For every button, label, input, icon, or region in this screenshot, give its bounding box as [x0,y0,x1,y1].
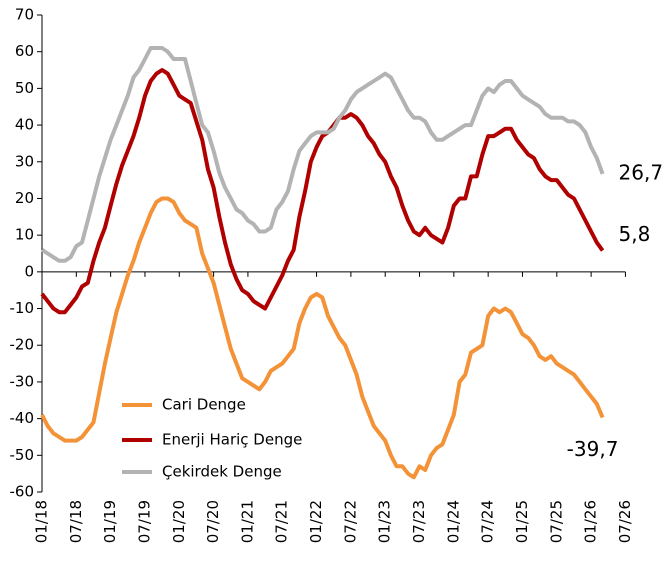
x-tick-label: 07/20 [204,500,222,543]
series-line [40,196,605,480]
y-tick-label: -20 [10,336,35,354]
legend-label: Enerji Hariç Denge [162,431,302,449]
y-tick-label: 10 [15,226,34,244]
y-tick-label: 40 [15,116,34,134]
y-tick-label: -30 [10,372,35,390]
x-tick-label: 01/18 [33,500,51,543]
end-label: 26,7 [619,160,664,184]
y-tick-label: 50 [15,79,34,97]
end-label: 5,8 [619,222,651,246]
series-line [40,46,605,263]
x-tick-label: 01/22 [307,500,325,543]
x-tick-label: 07/21 [273,500,291,543]
y-tick-label: 30 [15,152,34,170]
x-tick-label: 07/24 [479,500,497,543]
x-tick-label: 07/23 [410,500,428,543]
y-tick-label: -40 [10,409,35,427]
end-label: -39,7 [567,437,619,461]
x-tick-label: 01/25 [513,500,531,543]
y-tick-label: 60 [15,42,34,60]
x-tick-label: 01/26 [582,500,600,543]
y-tick-label: -60 [10,483,35,501]
x-tick-label: 07/26 [616,500,634,543]
x-tick-label: 01/20 [170,500,188,543]
x-tick-label: 07/22 [341,500,359,543]
x-tick-label: 07/25 [547,500,565,543]
y-tick-label: 70 [15,6,34,24]
x-tick-label: 01/23 [376,500,394,543]
y-tick-label: -50 [10,446,35,464]
x-tick-label: 01/19 [101,500,119,543]
legend-label: Cari Denge [162,396,246,414]
legend-label: Çekirdek Denge [162,463,282,481]
x-tick-label: 07/19 [135,500,153,543]
x-tick-label: 07/18 [67,500,85,543]
y-tick-label: 20 [15,189,34,207]
y-tick-label: -10 [10,299,35,317]
x-tick-label: 01/24 [444,500,462,543]
series-line [40,68,605,315]
x-tick-label: 01/21 [238,500,256,543]
y-tick-label: 0 [24,262,34,280]
